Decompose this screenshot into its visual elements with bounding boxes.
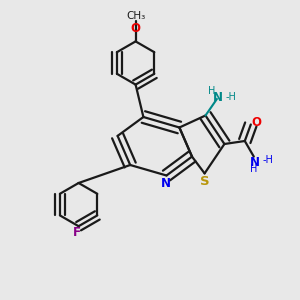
Text: S: S	[200, 175, 210, 188]
Text: O: O	[130, 22, 141, 35]
Text: -H: -H	[226, 92, 237, 103]
Text: -H: -H	[263, 155, 274, 165]
Text: H: H	[208, 85, 215, 96]
Text: N: N	[250, 155, 260, 169]
Text: N: N	[212, 91, 223, 104]
Text: F: F	[73, 226, 81, 239]
Text: O: O	[251, 116, 261, 129]
Text: H: H	[250, 164, 258, 174]
Text: N: N	[160, 177, 171, 190]
Text: CH₃: CH₃	[126, 11, 145, 21]
